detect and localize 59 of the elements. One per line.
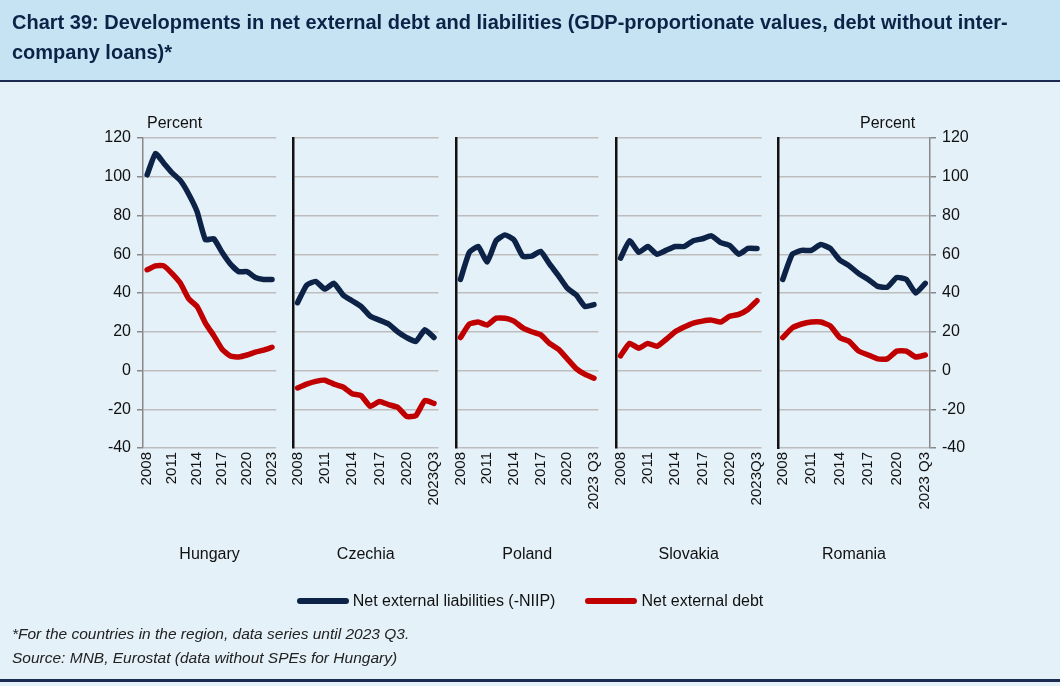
- y-axis-title: Percent: [147, 114, 203, 132]
- text: *For the countries in the region, data series until 2023 Q3.: [12, 624, 410, 644]
- x-axis-title: Romania: [821, 544, 887, 562]
- x-tick-label: 2011: [801, 452, 819, 485]
- x-tick-label: 2014: [187, 452, 205, 486]
- y2-tick-label: 60: [942, 244, 960, 262]
- x-tick-label: 2020: [237, 452, 255, 486]
- x-tick-label: 2011: [637, 452, 655, 485]
- y2-tick-label: 120: [942, 128, 969, 146]
- x-tick-label: 2017: [692, 452, 710, 486]
- y-tick-label: 40: [113, 283, 132, 301]
- y-tick-label: 0: [122, 360, 132, 378]
- x-tick-label: 2014: [665, 452, 683, 486]
- x-tick-label: 2017: [530, 452, 548, 486]
- x-tick-label: 2008: [137, 452, 155, 486]
- x-tick-label: 2008: [772, 452, 790, 486]
- x-tick-label: 2011: [477, 452, 495, 485]
- x-tick-label: 2023 Q3: [584, 452, 602, 510]
- y-tick-label: -40: [107, 438, 132, 456]
- x-tick-label: 2023: [262, 452, 280, 486]
- y-tick-label: 100: [104, 167, 132, 185]
- x-tick-label: 2014: [829, 452, 847, 486]
- y2-tick-label: 40: [942, 283, 960, 301]
- x-tick-label: 2011: [314, 452, 332, 485]
- x-tick-label: 2023Q3: [424, 452, 442, 506]
- y-tick-label: 60: [113, 244, 132, 262]
- x-tick-label: 2017: [212, 452, 230, 486]
- y-tick-label: 20: [113, 322, 132, 340]
- y-tick-label: -20: [107, 399, 132, 417]
- x-tick-label: 2011: [162, 452, 180, 485]
- x-tick-label: 2014: [504, 452, 522, 486]
- x-axis-title: Slovakia: [658, 544, 720, 562]
- y2-axis-title: Percent: [860, 114, 916, 132]
- x-tick-label: 2020: [396, 452, 414, 486]
- x-tick-label: 2014: [342, 452, 360, 486]
- x-tick-label: 2023Q3: [747, 452, 765, 506]
- x-tick-label: 2020: [886, 452, 904, 486]
- y2-tick-label: 20: [942, 322, 960, 340]
- x-tick-label: 2023 Q3: [915, 452, 933, 510]
- x-tick-label: 2008: [610, 452, 628, 486]
- x-tick-label: 2017: [858, 452, 876, 486]
- y2-tick-label: 100: [942, 167, 969, 185]
- legend-label: Net external liabilities (-NIIP): [352, 592, 556, 610]
- source-note: Source: MNB, Eurostat (data without SPEs for Hungary): [12, 648, 399, 668]
- x-axis-title: Hungary: [179, 544, 240, 562]
- x-tick-label: 2020: [557, 452, 575, 486]
- x-tick-label: 2020: [719, 452, 737, 486]
- x-tick-label: 2017: [369, 452, 387, 486]
- y2-tick-label: -40: [942, 438, 966, 456]
- y2-tick-label: -20: [942, 399, 966, 417]
- x-axis-title: Czechia: [336, 544, 395, 562]
- x-axis-title: Poland: [502, 544, 553, 562]
- text: Chart 39: Developments in net external debt and liabilities (GDP-proportionate values, debt without inter-company loans)*: [11, 10, 1009, 65]
- legend-label: Net external debt: [641, 592, 764, 610]
- y-tick-label: 120: [104, 128, 132, 146]
- y-tick-label: 80: [113, 205, 132, 223]
- x-tick-label: 2008: [287, 452, 305, 486]
- y2-tick-label: 0: [942, 360, 951, 378]
- y2-tick-label: 80: [942, 205, 960, 223]
